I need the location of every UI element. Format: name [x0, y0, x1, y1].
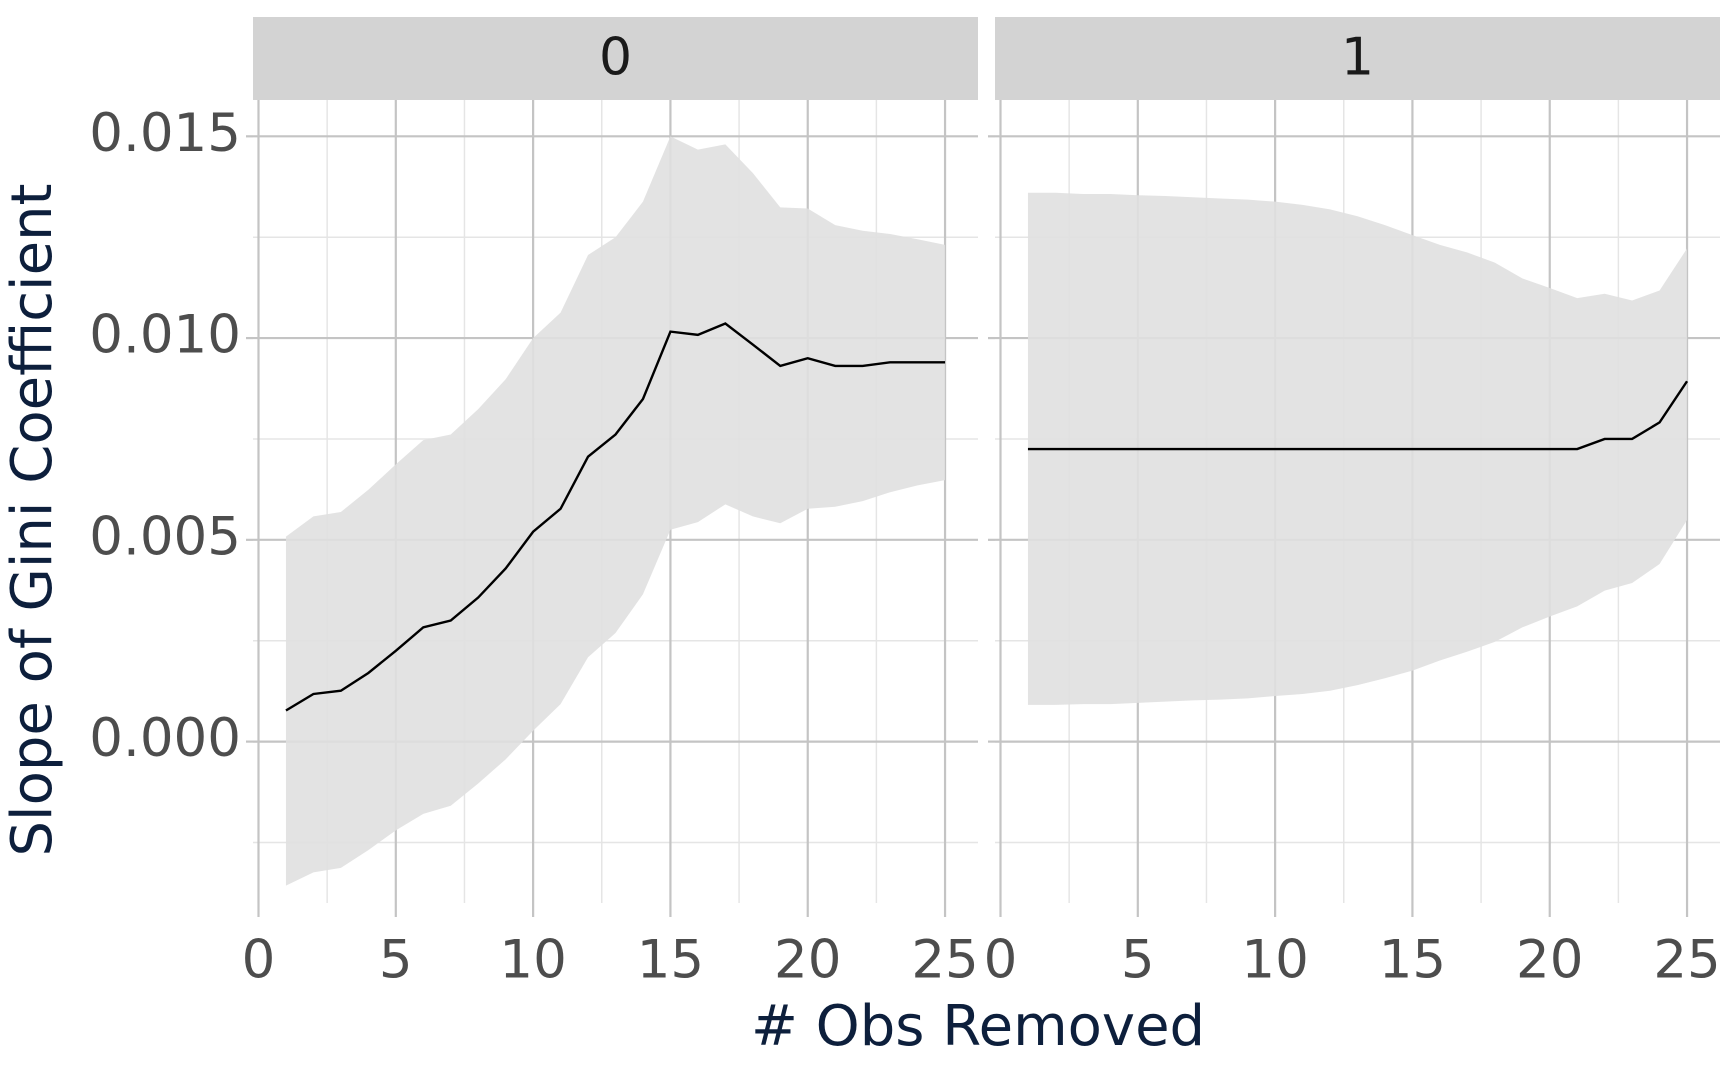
line — [285, 322, 946, 712]
y-axis-label: Slope of Gini Coefficient — [0, 184, 65, 857]
facet-strip — [253, 17, 978, 100]
y-tick-label: 0.010 — [89, 305, 241, 366]
confidence-band — [285, 136, 946, 886]
x-tick-label: 20 — [1516, 930, 1583, 991]
line — [1027, 380, 1689, 451]
x-tick-label: 0 — [984, 930, 1018, 991]
x-tick-label: 25 — [1653, 930, 1720, 991]
x-tick-label: 5 — [1121, 930, 1155, 991]
x-tick-label: 10 — [1241, 930, 1308, 991]
x-tick-label: 20 — [774, 930, 841, 991]
facet-title: 1 — [1341, 28, 1374, 88]
y-tick-label: 0.015 — [89, 103, 241, 164]
y-tick-label: 0.000 — [89, 708, 241, 769]
x-tick-label: 25 — [911, 930, 978, 991]
facet-title: 0 — [599, 28, 632, 88]
facet-strip — [995, 17, 1720, 100]
x-tick-label: 0 — [242, 930, 276, 991]
x-tick-label: 5 — [379, 930, 413, 991]
x-tick-label: 10 — [499, 930, 566, 991]
x-tick-label: 15 — [637, 930, 704, 991]
y-tick-label: 0.005 — [89, 506, 241, 567]
x-tick-label: 15 — [1379, 930, 1446, 991]
x-axis-label: # Obs Removed — [751, 994, 1205, 1059]
